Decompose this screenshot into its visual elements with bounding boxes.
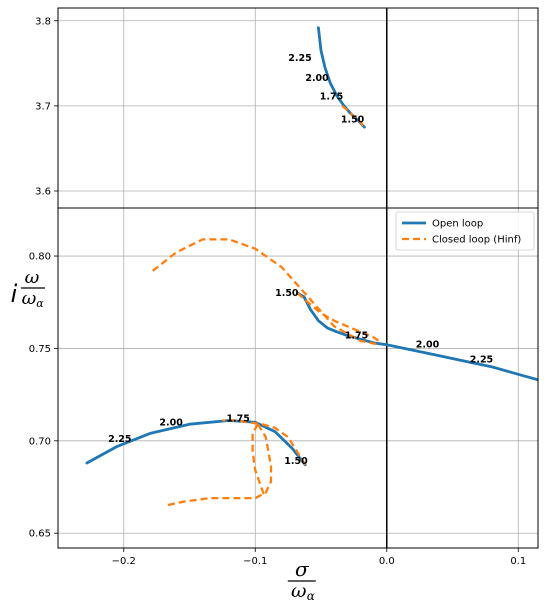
open-loop-series-0 (316, 26, 366, 129)
closed-loop-series-7 (251, 423, 266, 497)
x-label-subscript: α (307, 589, 315, 603)
annotation-3: 1.50 (341, 114, 365, 125)
y-label-numerator: ω (25, 267, 40, 288)
annotation-4: 2.25 (108, 434, 131, 445)
x-label-numerator: σ (295, 557, 310, 581)
lower-panel: 1.50 1.75 2.00 2.25 2.25 2.00 1.75 1.50 0.65 0.70… (29, 207, 539, 567)
panel-frame (57, 7, 539, 209)
annotation-1: 2.00 (305, 73, 329, 84)
panel-frame (57, 207, 539, 549)
x-label-denominator: ω (291, 580, 307, 602)
y-tick-label-1: 3.7 (35, 101, 51, 112)
y-tick-label-3: 0.80 (29, 252, 51, 263)
legend-box (395, 211, 535, 251)
annotation-6: 1.75 (226, 414, 249, 425)
annotation-7: 1.50 (284, 456, 308, 467)
y-axis-label: iωω α (11, 267, 45, 310)
annotation-2: 1.75 (320, 92, 343, 103)
x-tick-label-3: 0.1 (510, 556, 526, 567)
y-label-imaginary-unit: i (11, 280, 18, 308)
y-label-subscript: α (36, 297, 44, 310)
annotation-2: 2.00 (416, 340, 440, 351)
annotation-0: 1.50 (275, 288, 299, 299)
x-axis-label: σω α (287, 557, 316, 603)
y-tick-label-2: 0.75 (29, 344, 51, 355)
y-label-denominator: ω (22, 288, 37, 309)
x-tick-label-1: −0.1 (243, 556, 267, 567)
legend-label-0: Open loop (432, 219, 483, 230)
annotation-0: 2.25 (288, 53, 311, 64)
open-loop-series-1 (295, 291, 389, 347)
open-loop-series-2 (385, 343, 538, 382)
closed-loop-series-6 (165, 423, 273, 507)
closed-loop-series-4 (296, 292, 383, 344)
y-tick-label-2: 3.8 (35, 16, 51, 27)
open-loop-series-0 (85, 419, 307, 467)
series-group (85, 238, 538, 507)
closed-loop-series-1 (341, 105, 366, 128)
legend-label-1: Closed loop (Hinf) (432, 235, 521, 246)
y-tick-label-0: 0.65 (29, 529, 51, 540)
closed-loop-series-5 (222, 419, 307, 466)
legend: Open loop Closed loop (Hinf) (395, 211, 535, 251)
annotation-3: 2.25 (470, 355, 493, 366)
y-tick-label-0: 3.6 (35, 186, 51, 197)
x-tick-label-2: 0.0 (379, 556, 395, 567)
y-tick-label-1: 0.70 (29, 436, 51, 447)
series-group (316, 26, 366, 129)
x-tick-label-0: −0.2 (112, 556, 136, 567)
closed-loop-series-3 (151, 238, 381, 346)
annotation-1: 1.75 (345, 331, 368, 342)
annotation-5: 2.00 (159, 417, 183, 428)
upper-panel: 2.25 2.00 1.75 1.50 3.6 3.7 3.8 (35, 7, 539, 209)
